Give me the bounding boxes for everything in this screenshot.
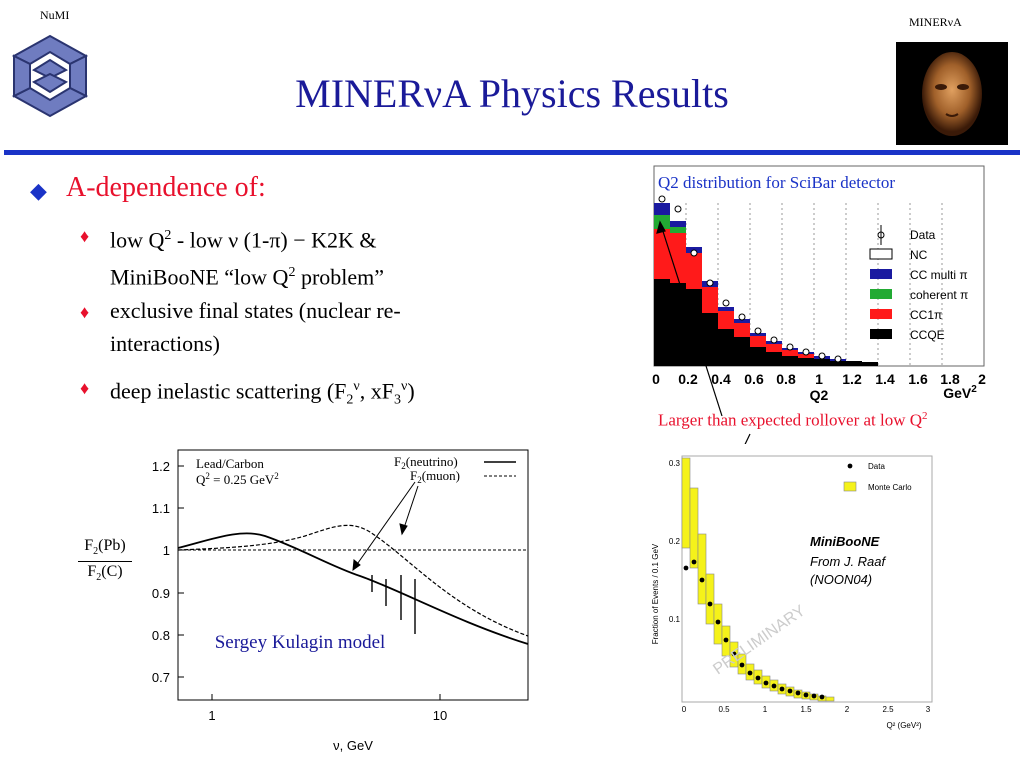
neutrino-curve [177, 532, 529, 645]
slide-title: MINERνA Physics Results [295, 71, 729, 116]
rollover-annotation: Larger than expected rollover at low Q2 [658, 410, 928, 430]
legend-entry: CC1π [910, 308, 942, 322]
sub-bullet-icon: ♦ [80, 226, 90, 246]
ytick-label: 0.7 [152, 670, 170, 685]
xtick-label: 0.6 [744, 371, 764, 387]
bullet-diamond-icon: ◆ [30, 178, 47, 203]
legend-lead-carbon: Lead/Carbon [196, 456, 264, 471]
sub-bullet-3: deep inelastic scattering (F2ν, xF3ν) [110, 378, 415, 408]
legend-entry: NC [910, 248, 928, 262]
numi-corner-label: NuMI [40, 8, 70, 22]
numi-logo [11, 34, 89, 118]
miniboone-plot: Fraction of Events / 0.1 GeV 0.3 0.2 0.1 [642, 444, 948, 734]
xtick-label: 1 [763, 705, 768, 714]
ytick-label: 0.1 [669, 615, 681, 624]
ytick-label: 0.8 [152, 628, 170, 643]
miniboone-label: (NOON04) [810, 572, 872, 587]
bullet-main: A-dependence of: [66, 172, 266, 203]
ytick-label: 1.1 [152, 501, 170, 516]
muon-curve [177, 524, 529, 637]
xtick-label: 1.2 [842, 371, 862, 387]
sub-bullet-icon: ♦ [80, 302, 90, 322]
xtick-label: 1 [208, 708, 215, 723]
svg-text:F2(muon): F2(muon) [410, 468, 460, 485]
ytick-label: 0.3 [669, 459, 681, 468]
miniboone-label: MiniBooNE [810, 534, 880, 549]
legend-entry: Data [868, 462, 885, 471]
xtick-label: 2 [845, 705, 850, 714]
xtick-label: 1.8 [940, 371, 960, 387]
xtick-label: 2 [978, 371, 986, 387]
y-axis-label: Fraction of Events / 0.1 GeV [651, 543, 660, 644]
xtick-label: 0.5 [718, 705, 730, 714]
xtick-label: 0 [682, 705, 687, 714]
ytick-label: 0.9 [152, 586, 170, 601]
legend-entry: Monte Carlo [868, 483, 912, 492]
ytick-label: 1 [163, 543, 170, 558]
legend-entry: coherent π [910, 288, 968, 302]
sub-bullet-1: low Q2 - low ν (1-π) − K2K & MiniBooNE “… [110, 227, 385, 290]
xtick-label: 10 [433, 708, 447, 723]
svg-text:Q2 = 0.25 GeV2: Q2 = 0.25 GeV2 [196, 471, 279, 487]
x-axis-label: Q² (GeV²) [886, 721, 921, 730]
minerva-face-image [896, 42, 1008, 145]
ytick-label: 0.2 [669, 537, 681, 546]
xtick-label: 0.2 [678, 371, 698, 387]
kulagin-plot: 1.2 1.1 1 0.9 0.8 0.7 1 10 ν, GeV Lead/C… [152, 449, 529, 753]
miniboone-label: From J. Raaf [810, 554, 887, 569]
ytick-label: 1.2 [152, 459, 170, 474]
xtick-label: 2.5 [882, 705, 894, 714]
x-axis-label: Q2 [810, 387, 829, 403]
minerva-corner-label: MINERνA [909, 15, 962, 29]
xtick-label: 0.4 [711, 371, 731, 387]
sub-bullet-2: exclusive final states (nuclear re- inte… [110, 298, 401, 356]
scibar-title: Q2 distribution for SciBar detector [658, 173, 895, 192]
xtick-label: 1.5 [800, 705, 812, 714]
sub-bullet-icon: ♦ [80, 378, 90, 398]
ratio-ylabel: F2(Pb) F2(C) [78, 537, 132, 588]
xtick-label: 1.4 [875, 371, 895, 387]
title-rule [4, 150, 1020, 155]
legend-entry: CCQE [910, 328, 945, 342]
svg-text:F2(neutrino): F2(neutrino) [394, 454, 458, 471]
legend-entry: Data [910, 228, 936, 242]
xtick-label: 1.6 [908, 371, 928, 387]
xtick-label: 1 [815, 371, 823, 387]
xtick-label: 3 [926, 705, 931, 714]
xtick-label: 0 [652, 371, 660, 387]
scibar-plot: Q2 distribution for SciBar detector [652, 165, 986, 403]
x-axis-label: ν, GeV [333, 738, 373, 753]
legend-entry: CC multi π [910, 268, 968, 282]
kulagin-credit: Sergey Kulagin model [215, 632, 386, 653]
svg-text:GeV2: GeV2 [943, 384, 977, 401]
xtick-label: 0.8 [776, 371, 796, 387]
